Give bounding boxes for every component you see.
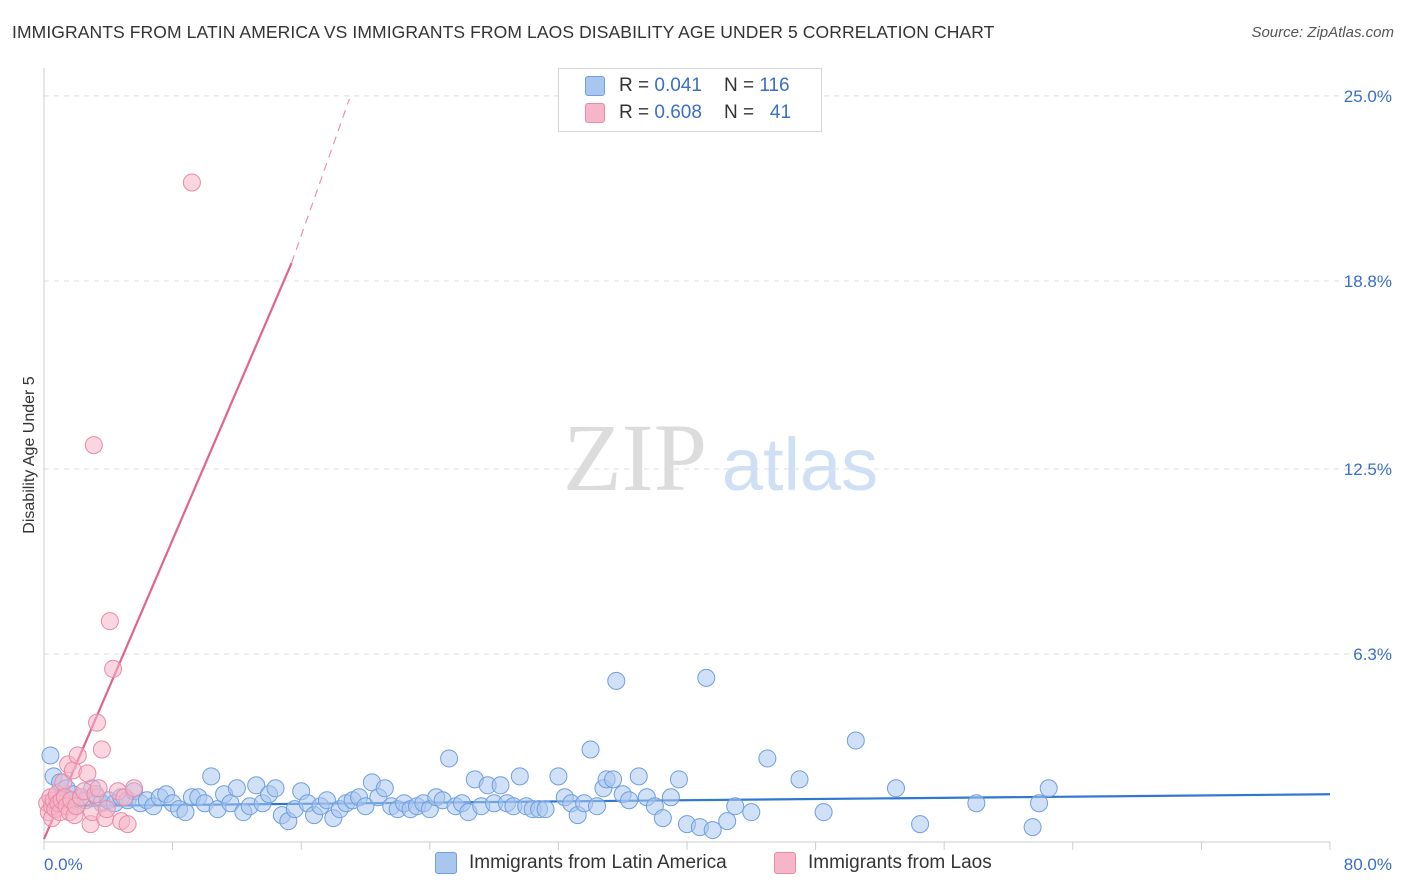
legend-swatch-blue	[585, 76, 605, 96]
x-tick-label: 80.0%	[1344, 855, 1392, 874]
laos-point	[78, 764, 97, 783]
latin-america-point	[356, 797, 375, 816]
latin-america-point	[669, 770, 688, 789]
latin-america-point	[790, 770, 809, 789]
laos-trend-line	[42, 262, 293, 840]
y-tick-label: 18.8%	[1344, 272, 1392, 291]
latin-america-point	[607, 671, 626, 690]
bottom-legend-label-laos: Immigrants from Laos	[808, 852, 992, 873]
latin-america-point	[581, 740, 600, 759]
legend: R = 0.041 N = 116 R = 0.608 N = 41	[558, 68, 822, 132]
laos-point	[89, 779, 108, 798]
latin-america-point	[697, 668, 716, 687]
bottom-legend-label-latin-america: Immigrants from Latin America	[469, 852, 727, 873]
laos-point	[100, 612, 119, 631]
laos-point	[118, 815, 137, 834]
latin-america-point	[510, 767, 529, 786]
legend-r-label: R =	[619, 102, 650, 123]
latin-america-point	[661, 788, 680, 807]
latin-america-point	[536, 800, 555, 819]
data-points	[38, 173, 1058, 840]
laos-point	[68, 746, 87, 765]
y-tick-label: 25.0%	[1344, 87, 1392, 106]
latin-america-point	[846, 731, 865, 750]
latin-america-point	[491, 776, 510, 795]
latin-america-point	[629, 767, 648, 786]
latin-america-point	[41, 746, 60, 765]
laos-trend-extension	[290, 98, 350, 264]
laos-point	[84, 436, 103, 455]
latin-america-point	[911, 815, 930, 834]
axes	[43, 68, 1331, 850]
grid-lines	[44, 95, 1385, 655]
y-tick-label: 6.3%	[1353, 645, 1392, 664]
latin-america-point	[221, 794, 240, 813]
latin-america-point	[814, 803, 833, 822]
latin-america-point	[604, 770, 623, 789]
laos-point	[125, 779, 144, 798]
latin-america-point	[967, 794, 986, 813]
bottom-legend-laos: Immigrants from Laos	[774, 852, 992, 874]
laos-point	[182, 173, 201, 192]
latin-america-point	[1039, 779, 1058, 798]
latin-america-point	[375, 779, 394, 798]
legend-row-laos: R = 0.608 N = 41	[585, 100, 791, 126]
legend-r-value: 0.608	[654, 102, 702, 123]
latin-america-point	[653, 809, 672, 828]
bottom-legend-swatch-pink	[774, 852, 796, 874]
y-tick-label: 12.5%	[1344, 460, 1392, 479]
laos-point	[92, 740, 111, 759]
latin-america-point	[703, 821, 722, 840]
latin-america-point	[620, 791, 639, 810]
legend-n-label: N =	[723, 75, 755, 96]
laos-point	[88, 713, 107, 732]
laos-point	[97, 800, 116, 819]
x-tick-label: 0.0%	[44, 855, 83, 874]
legend-r-value: 0.041	[654, 75, 702, 96]
laos-point	[104, 659, 123, 678]
legend-n-value: 116	[759, 75, 790, 96]
latin-america-point	[587, 797, 606, 816]
tick-labels: 6.3% 12.5% 18.8% 25.0% 0.0% 80.0%	[44, 87, 1392, 874]
latin-america-point	[718, 812, 737, 831]
bottom-legend-swatch-blue	[435, 852, 457, 874]
latin-america-point	[247, 776, 266, 795]
watermark-zip: ZIP	[563, 404, 707, 511]
latin-america-point	[758, 749, 777, 768]
legend-row-latin-america: R = 0.041 N = 116	[585, 73, 790, 99]
latin-america-point	[726, 797, 745, 816]
latin-america-point	[886, 779, 905, 798]
bottom-legend-latin-america: Immigrants from Latin America	[435, 852, 727, 874]
legend-swatch-pink	[585, 103, 605, 123]
source-label: Source: ZipAtlas.com	[1251, 24, 1394, 41]
watermark: ZIP atlas	[563, 404, 878, 511]
legend-n-value: 41	[769, 102, 792, 123]
latin-america-point	[227, 779, 246, 798]
latin-america-point	[176, 803, 195, 822]
latin-america-point	[202, 767, 221, 786]
y-axis-label: Disability Age Under 5	[21, 376, 38, 534]
latin-america-point	[742, 803, 761, 822]
latin-america-point	[266, 779, 285, 798]
legend-n-label: N =	[723, 102, 755, 123]
legend-r-label: R =	[619, 75, 650, 96]
latin-america-point	[549, 767, 568, 786]
latin-america-point	[317, 791, 336, 810]
chart-title: IMMIGRANTS FROM LATIN AMERICA VS IMMIGRA…	[12, 22, 995, 42]
latin-america-point	[1023, 818, 1042, 837]
latin-america-point	[440, 749, 459, 768]
watermark-atlas: atlas	[722, 423, 878, 506]
laos-point	[63, 761, 82, 780]
latin-america-point	[1030, 794, 1049, 813]
